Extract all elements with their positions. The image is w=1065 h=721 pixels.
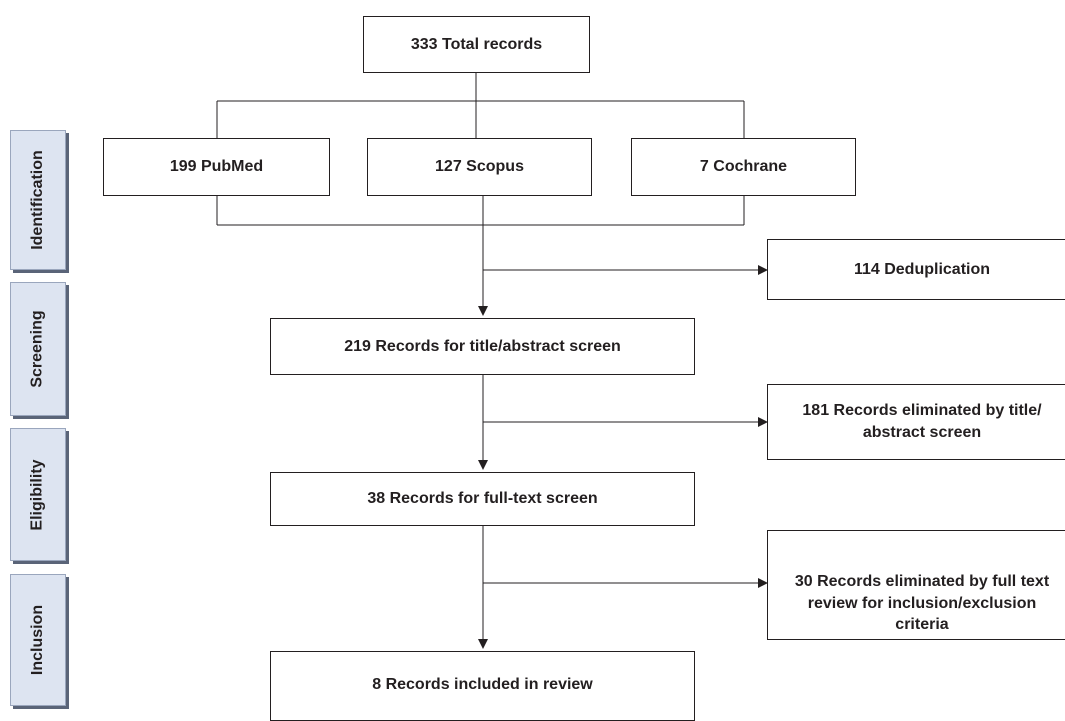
included-box: 8 Records included in review xyxy=(270,651,695,721)
deduplication-text: 114 Deduplication xyxy=(853,260,991,278)
cochrane-text: 7 Cochrane xyxy=(699,158,788,176)
fulltext-screen-text: 38 Records for full-text screen xyxy=(367,490,598,508)
pubmed-text: 199 PubMed xyxy=(169,158,264,176)
title-screen-text: 219 Records for title/abstract screen xyxy=(344,337,621,355)
stage-screening: Screening xyxy=(10,282,66,416)
cochrane-box: 7 Cochrane xyxy=(631,138,856,196)
stage-eligibility: Eligibility xyxy=(10,428,66,561)
eliminated-title-line: abstract screen xyxy=(862,424,982,441)
deduplication-box: 114 Deduplication xyxy=(767,239,1065,300)
scopus-box: 127 Scopus xyxy=(367,138,592,196)
eliminated-fulltext-box: 30 Records eliminated by full text revie… xyxy=(767,530,1065,640)
prisma-flow-diagram: Identification Screening Eligibility Inc… xyxy=(10,16,1065,721)
eliminated-fulltext-line: 30 Records eliminated by full text xyxy=(794,573,1050,590)
eliminated-title-line: 181 Records eliminated by title/ xyxy=(802,402,1042,420)
eliminated-fulltext-line: criteria xyxy=(895,616,949,634)
eliminated-fulltext-text: 30 Records eliminated by full text revie… xyxy=(795,571,1049,636)
total-records-text: 333 Total records xyxy=(410,35,543,53)
stage-identification: Identification xyxy=(10,130,66,270)
title-screen-box: 219 Records for title/abstract screen xyxy=(270,318,695,375)
stage-label: Screening xyxy=(29,310,47,388)
scopus-text: 127 Scopus xyxy=(435,158,524,176)
eliminated-title-text: 181 Records eliminated by title/ abstrac… xyxy=(802,400,1041,443)
stage-label: Identification xyxy=(29,150,46,250)
fulltext-screen-box: 38 Records for full-text screen xyxy=(270,472,695,526)
stage-label: Inclusion xyxy=(29,604,47,676)
stage-label: Eligibility xyxy=(29,458,46,531)
pubmed-box: 199 PubMed xyxy=(103,138,330,196)
total-records-box: 333 Total records xyxy=(363,16,590,73)
stage-inclusion: Inclusion xyxy=(10,574,66,706)
included-text: 8 Records included in review xyxy=(372,676,593,693)
eliminated-fulltext-line: review for inclusion/exclusion xyxy=(807,594,1037,612)
eliminated-title-box: 181 Records eliminated by title/ abstrac… xyxy=(767,384,1065,460)
connector-lines xyxy=(216,73,768,649)
